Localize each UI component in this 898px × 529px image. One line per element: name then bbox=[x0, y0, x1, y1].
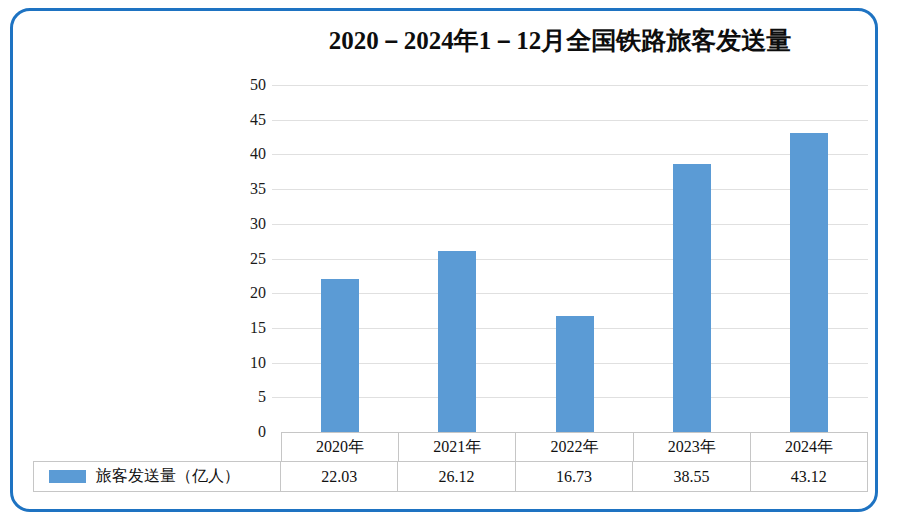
x-axis-category-row: 2020年2021年2022年2023年2024年 bbox=[281, 432, 868, 462]
bar-2022年 bbox=[556, 316, 594, 432]
gridline bbox=[272, 154, 868, 155]
bar-2023年 bbox=[673, 164, 711, 432]
gridline bbox=[272, 120, 868, 121]
bar-2020年 bbox=[321, 279, 359, 432]
y-tick-label: 10 bbox=[250, 355, 266, 371]
plot-area bbox=[272, 85, 868, 432]
bar-2024年 bbox=[790, 133, 828, 432]
y-tick-label: 30 bbox=[250, 216, 266, 232]
y-tick-label: 0 bbox=[258, 424, 266, 440]
category-cell: 2024年 bbox=[750, 432, 868, 462]
value-cell: 22.03 bbox=[280, 461, 398, 492]
y-tick-label: 45 bbox=[250, 112, 266, 128]
y-tick-label: 20 bbox=[250, 285, 266, 301]
gridline bbox=[272, 224, 868, 225]
category-cell: 2021年 bbox=[398, 432, 516, 462]
y-tick-label: 50 bbox=[250, 77, 266, 93]
y-tick-label: 40 bbox=[250, 146, 266, 162]
value-cell: 38.55 bbox=[632, 461, 750, 492]
y-tick-label: 15 bbox=[250, 320, 266, 336]
y-axis: 05101520253035404550 bbox=[200, 85, 266, 432]
gridline bbox=[272, 189, 868, 190]
gridline bbox=[272, 259, 868, 260]
category-cell: 2020年 bbox=[281, 432, 399, 462]
category-cell: 2022年 bbox=[515, 432, 633, 462]
screenshot-canvas: 2020－2024年1－12月全国铁路旅客发送量 0 5 10 15 20 25 30 35 4… bbox=[0, 0, 898, 529]
gridline bbox=[272, 85, 868, 86]
chart-title: 2020－2024年1－12月全国铁路旅客发送量 bbox=[250, 24, 870, 57]
bar-2021年 bbox=[438, 251, 476, 432]
category-cell: 2023年 bbox=[633, 432, 751, 462]
legend-swatch-icon bbox=[49, 470, 86, 483]
value-cell: 16.73 bbox=[515, 461, 633, 492]
y-tick-label: 35 bbox=[250, 181, 266, 197]
value-cell: 43.12 bbox=[750, 461, 868, 492]
data-table-value-row: 旅客发送量（亿人） 22.0326.1216.7338.5543.12 bbox=[33, 461, 868, 492]
value-cell: 26.12 bbox=[397, 461, 515, 492]
legend-label: 旅客发送量（亿人） bbox=[96, 466, 240, 487]
legend-cell: 旅客发送量（亿人） bbox=[33, 461, 281, 492]
gridline bbox=[272, 293, 868, 294]
y-tick-label: 25 bbox=[250, 251, 266, 267]
y-tick-label: 5 bbox=[258, 389, 266, 405]
